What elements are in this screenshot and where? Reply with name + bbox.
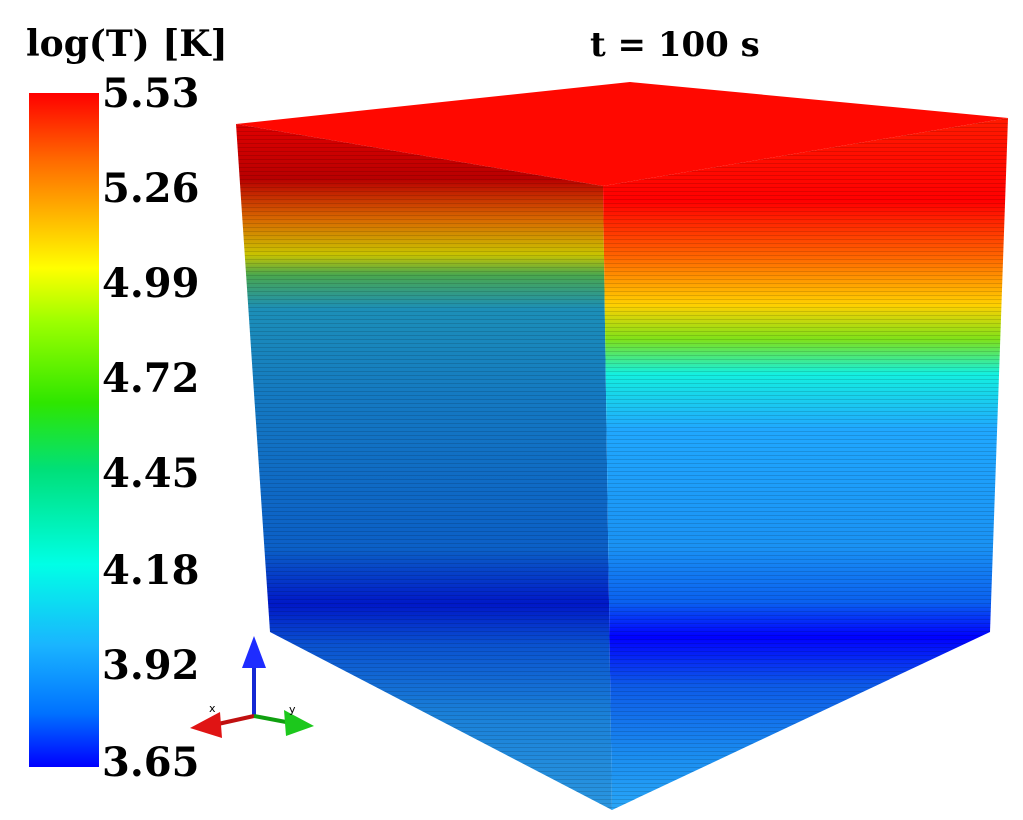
colorbar-tick: 3.92 — [102, 642, 200, 689]
x-axis-arrow-icon — [190, 712, 222, 738]
colorbar-tick: 4.18 — [102, 547, 200, 594]
cube-top-face — [236, 82, 1008, 186]
y-axis-arrow-icon — [284, 710, 314, 736]
x-axis-line — [217, 714, 255, 726]
cube-left-face-texture — [236, 124, 612, 810]
cube-right-face-texture — [603, 118, 1008, 810]
z-axis-arrow-icon — [242, 636, 266, 668]
colorbar-tick: 3.65 — [102, 739, 200, 786]
colorbar-tick: 5.26 — [102, 165, 200, 212]
x-axis-label: x — [209, 702, 216, 715]
colorbar-tick: 4.45 — [102, 450, 200, 497]
colorbar-tick: 4.99 — [102, 260, 200, 307]
y-axis-label: y — [289, 703, 296, 716]
colorbar-tick: 4.72 — [102, 355, 200, 402]
colorbar-gradient — [29, 93, 99, 767]
y-axis-line — [253, 714, 287, 724]
colorbar-title: log(T) [K] — [26, 23, 228, 65]
colorbar-tick: 5.53 — [102, 70, 200, 117]
axes-triad: x y — [190, 636, 314, 738]
time-label: t = 100 s — [590, 25, 760, 65]
